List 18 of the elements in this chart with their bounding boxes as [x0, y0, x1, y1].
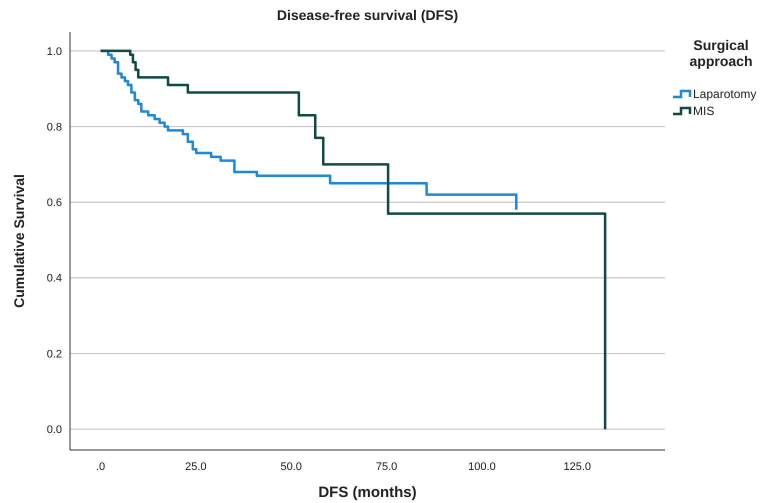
x-tick-label: 125.0 [564, 461, 592, 473]
x-tick-label: 50.0 [280, 461, 302, 473]
x-tick-label: 25.0 [185, 461, 207, 473]
x-axis-title: DFS (months) [318, 484, 417, 501]
y-tick-label: 0.0 [46, 424, 62, 436]
y-tick-label: 1.0 [46, 46, 62, 58]
x-tick-label: .0 [96, 461, 106, 473]
y-tick-label: 0.6 [46, 197, 62, 210]
y-tick-label: 0.8 [46, 121, 62, 134]
legend-label: MIS [693, 104, 714, 118]
legend-title: Surgical approach [689, 37, 753, 69]
legend-label: Laparotomy [693, 87, 756, 102]
y-tick-label: 0.4 [46, 272, 62, 285]
chart-title: Disease-free survival (DFS) [276, 7, 458, 23]
x-tick-label: 75.0 [376, 461, 398, 473]
y-axis-title: Cumulative Survival [11, 174, 27, 308]
x-tick-label: 100.0 [468, 461, 496, 473]
y-tick-label: 0.2 [46, 348, 62, 360]
